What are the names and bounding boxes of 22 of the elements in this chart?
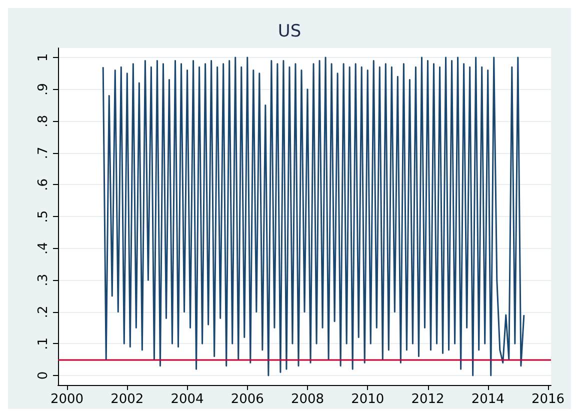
chart-title: US [278,22,302,42]
x-tick-label: 2002 [110,392,144,407]
x-tick-label: 2010 [351,392,384,407]
y-tick-label: .7 [36,146,51,160]
x-tick-label: 2008 [290,392,324,407]
y-tick-label: 1 [36,53,51,62]
y-tick-label: .6 [36,178,51,191]
x-tick-label: 2014 [471,392,504,407]
y-tick-label: .5 [36,210,51,223]
y-tick-label: .9 [36,83,51,96]
y-tick-label: .2 [36,306,51,318]
line-series [102,56,525,376]
y-tick-label: 0 [36,371,51,380]
x-tick-label: 2000 [50,392,84,407]
y-tick-label: .4 [36,242,51,254]
y-tick-label: .1 [36,337,51,350]
x-tick-label: 2012 [411,392,444,407]
y-tick-label: .3 [36,274,51,286]
y-tick-label: .8 [36,114,51,128]
x-tick-label: 2006 [230,392,264,407]
x-tick-label: 2016 [531,392,565,407]
x-tick-label: 2004 [170,392,204,407]
